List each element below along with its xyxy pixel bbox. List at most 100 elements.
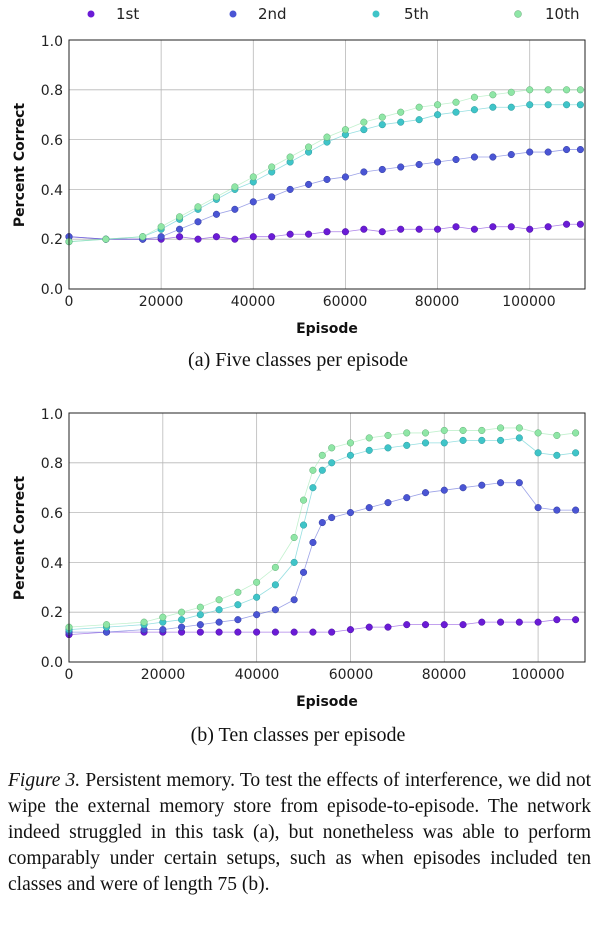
chart-b-point-5th (421, 439, 430, 447)
chart-b-point-2nd (253, 611, 261, 619)
chart-b-point-1st (215, 628, 223, 636)
chart-b-point-5th (534, 449, 542, 457)
chart-b-xtick: 0 (65, 667, 74, 683)
chart-b-point-5th (459, 436, 467, 444)
chart-b-point-5th (328, 459, 336, 467)
chart-b-point-2nd (459, 484, 467, 492)
chart-b-point-10th (328, 444, 336, 452)
chart-a-point-5th (489, 103, 497, 111)
chart-a-point-10th (212, 193, 220, 201)
chart-a-point-5th (360, 126, 368, 134)
chart-b-point-2nd (478, 481, 486, 489)
chart-b-ylabel: Percent Correct (12, 476, 28, 600)
chart-b-point-10th (215, 596, 223, 604)
chart-a-point-2nd (526, 148, 534, 156)
chart-b-point-2nd (178, 623, 186, 631)
chart-b-yticks: 0.0 0.2 0.4 0.6 0.8 1.0 (41, 407, 63, 671)
chart-a-point-2nd (323, 175, 331, 183)
chart-b-point-10th (572, 429, 580, 437)
chart-b-point-10th (234, 588, 242, 596)
chart-b-point-1st (328, 628, 336, 636)
chart-b-point-10th (497, 424, 505, 432)
chart-b-point-5th (178, 616, 186, 624)
legend-marker-5th (372, 10, 380, 18)
chart-b-point-10th (159, 613, 167, 621)
chart-a-point-2nd (378, 165, 386, 174)
chart-b-point-2nd (196, 621, 204, 629)
chart-b-point-1st (271, 628, 279, 636)
chart-a-point-10th (544, 86, 552, 94)
chart-a-point-2nd (397, 163, 405, 171)
chart-a-point-10th (576, 86, 584, 94)
chart-a-point-1st (415, 225, 423, 233)
chart-b-point-5th (196, 611, 204, 619)
chart-b-series-line-10th (68, 427, 576, 628)
chart-a-point-10th (305, 143, 313, 151)
chart-a-point-2nd (176, 225, 184, 233)
chart-a-point-10th (489, 91, 497, 99)
chart-b-point-10th (271, 563, 279, 571)
chart-a-point-2nd (286, 185, 294, 193)
chart-b-xtick: 60000 (329, 667, 374, 683)
chart-b-xlabel: Episode (296, 694, 358, 710)
chart-a-point-2nd (305, 180, 313, 188)
chart-a-point-10th (470, 93, 478, 101)
chart-a-point-10th (397, 108, 405, 116)
chart-a-ytick: 0.4 (41, 183, 63, 199)
chart-a-xtick: 100000 (502, 294, 555, 310)
chart-a-point-1st (176, 233, 184, 241)
chart-b-point-1st (440, 621, 448, 629)
chart-b-point-2nd (572, 506, 580, 514)
figure-caption: Figure 3. Persistent memory. To test the… (8, 768, 591, 898)
chart-a-point-2nd (194, 218, 202, 226)
chart-a-point-1st (212, 233, 220, 241)
chart-a-point-10th (526, 86, 534, 94)
chart-b-point-1st (403, 621, 411, 629)
chart-b-point-5th (271, 581, 279, 589)
chart-b-point-2nd (309, 538, 317, 547)
chart-b-point-5th (403, 441, 411, 449)
chart-a-point-10th (249, 173, 257, 181)
chart-a: 0 20000 40000 60000 80000 100000 0.0 0.2… (12, 34, 586, 371)
chart-a-point-10th (360, 118, 368, 126)
chart-a-point-5th (544, 101, 552, 109)
chart-b-point-1st (365, 623, 373, 631)
chart-b-point-10th (384, 431, 392, 439)
chart-b-point-2nd (234, 616, 242, 624)
chart-a-series-line-10th (68, 89, 581, 243)
chart-b-point-2nd (271, 606, 279, 614)
chart-b-point-2nd (384, 499, 392, 507)
chart-a-point-10th (563, 86, 571, 94)
chart-a-point-5th (576, 101, 584, 109)
chart-a-point-2nd (231, 205, 239, 213)
chart-b-point-5th (572, 449, 580, 457)
chart-a-point-1st (470, 225, 478, 233)
chart-a-point-1st (286, 230, 294, 238)
chart-a-xlabel: Episode (296, 321, 358, 337)
chart-a-point-1st (452, 223, 460, 231)
chart-b-point-2nd (328, 514, 336, 522)
chart-b-point-10th (346, 439, 355, 447)
chart-a-point-2nd (360, 168, 368, 176)
chart-b-point-5th (299, 521, 308, 529)
chart-a-point-10th (157, 223, 165, 231)
chart-a-point-5th (526, 101, 534, 109)
figure-caption-lead: Figure 3. (8, 770, 81, 791)
chart-a-point-1st (489, 223, 497, 231)
chart-b-caption: (b) Ten classes per episode (191, 724, 406, 746)
chart-b-xtick: 100000 (511, 667, 564, 683)
chart-a-point-1st (268, 233, 276, 241)
chart-a-point-10th (194, 203, 202, 211)
chart-b-point-1st (384, 623, 392, 631)
chart-a-frame (68, 39, 586, 290)
chart-b-points (65, 424, 580, 639)
legend-marker-10th (514, 10, 522, 18)
chart-a-point-1st (360, 225, 368, 233)
chart-b-point-1st (534, 618, 542, 626)
chart-a-points (65, 86, 584, 246)
chart-b-point-10th (290, 533, 298, 542)
chart-b-point-5th (384, 444, 392, 452)
chart-b-point-2nd (403, 494, 411, 502)
chart-a-ytick: 0.2 (41, 232, 63, 248)
legend-label-1st: 1st (116, 5, 139, 23)
